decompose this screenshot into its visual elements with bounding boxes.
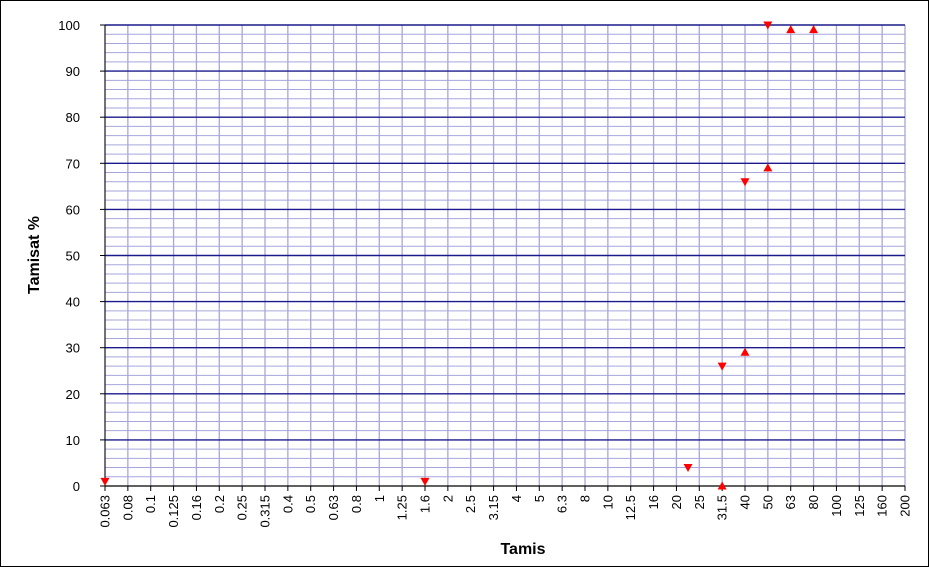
x-tick-label: 40 — [738, 495, 753, 509]
data-point-up — [809, 25, 819, 34]
y-tick-label: 0 — [73, 479, 80, 494]
x-tick-label: 25 — [692, 495, 707, 509]
x-tick-label: 1 — [372, 495, 387, 502]
data-point-up — [717, 481, 727, 490]
x-tick-label: 12.5 — [623, 495, 638, 520]
x-tick-label: 0.2 — [212, 495, 227, 513]
x-tick-label: 10 — [600, 495, 615, 509]
data-point-down — [740, 178, 750, 187]
y-tick-label: 40 — [66, 295, 80, 310]
y-axis-title: Tamisat % — [26, 216, 43, 294]
x-tick-label: 50 — [760, 495, 775, 509]
x-tick-label: 0.4 — [280, 495, 295, 513]
x-tick-label: 2.5 — [463, 495, 478, 513]
x-tick-label: 20 — [669, 495, 684, 509]
y-tick-label: 30 — [66, 341, 80, 356]
x-tick-labels: 0.063 0.08 0.1 0.125 0.16 0.2 0.25 0.315 0.4 0.5 0… — [98, 486, 913, 528]
y-tick-label: 10 — [66, 433, 80, 448]
x-tick-label: 0.5 — [303, 495, 318, 513]
y-tick-label: 20 — [66, 387, 80, 402]
data-points — [100, 21, 819, 490]
y-tick-label: 80 — [66, 110, 80, 125]
x-tick-label: 0.8 — [349, 495, 364, 513]
x-tick-label: 125 — [852, 495, 867, 517]
y-tick-label: 50 — [66, 249, 80, 264]
data-point-down — [717, 362, 727, 371]
x-tick-label: 3.15 — [486, 495, 501, 520]
x-tick-label: 0.63 — [326, 495, 341, 520]
y-tick-label: 100 — [58, 18, 80, 33]
x-tick-label: 0.25 — [235, 495, 250, 520]
data-point-down — [420, 477, 430, 486]
grid — [104, 24, 906, 486]
data-point-up — [786, 25, 796, 34]
y-tick-label: 60 — [66, 202, 80, 217]
data-point-up — [763, 163, 773, 172]
x-tick-label: 4 — [509, 495, 524, 502]
data-point-down — [100, 477, 110, 486]
x-tick-label: 200 — [898, 495, 913, 517]
x-tick-label: 0.125 — [166, 495, 181, 528]
x-tick-label: 160 — [875, 495, 890, 517]
data-point-down — [763, 21, 773, 30]
x-tick-label: 100 — [829, 495, 844, 517]
x-tick-label: 6.3 — [555, 495, 570, 513]
x-tick-label: 1.25 — [395, 495, 410, 520]
x-tick-label: 0.063 — [98, 495, 113, 528]
x-tick-label: 0.1 — [143, 495, 158, 513]
y-tick-label: 90 — [66, 64, 80, 79]
x-tick-label: 16 — [646, 495, 661, 509]
x-tick-label: 0.08 — [120, 495, 135, 520]
x-tick-label: 2 — [440, 495, 455, 502]
x-tick-label: 8 — [578, 495, 593, 502]
y-tick-labels: 0 10 20 30 40 50 60 70 80 90 100 — [58, 18, 105, 494]
data-point-up — [740, 347, 750, 356]
y-tick-label: 70 — [66, 156, 80, 171]
x-tick-label: 31.5 — [715, 495, 730, 520]
x-tick-label: 1.6 — [418, 495, 433, 513]
x-tick-label: 63 — [783, 495, 798, 509]
x-axis-title: Tamis — [500, 541, 545, 558]
data-point-down — [683, 464, 693, 473]
x-tick-label: 5 — [532, 495, 547, 502]
x-tick-label: 0.16 — [189, 495, 204, 520]
x-tick-label: 80 — [806, 495, 821, 509]
x-tick-label: 0.315 — [258, 495, 273, 528]
